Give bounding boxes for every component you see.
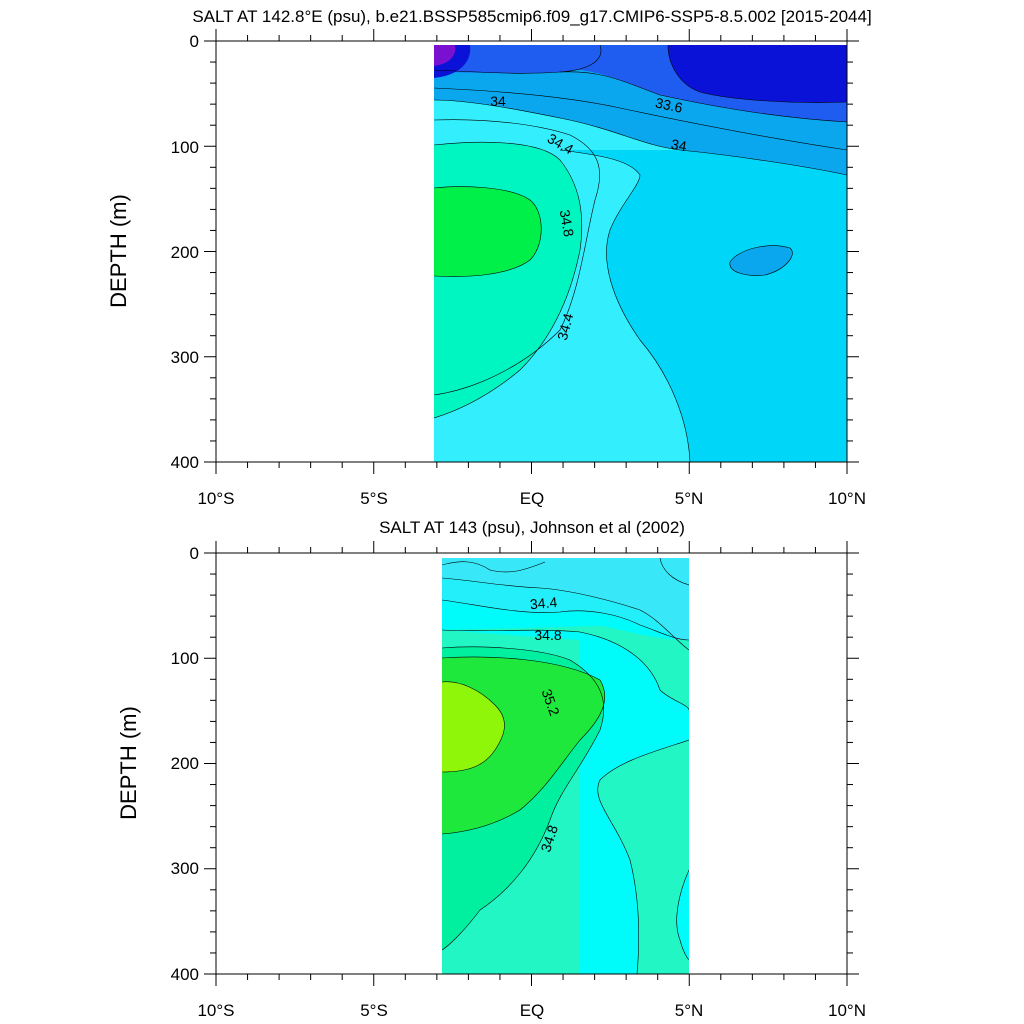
x-tick-label: 10°N — [828, 489, 866, 508]
panel-bottom-y-tick-labels: 0 100 200 300 400 — [171, 544, 199, 984]
x-tick-label: EQ — [520, 1001, 545, 1020]
panel-bottom-title: SALT AT 143 (psu), Johnson et al (2002) — [379, 518, 685, 537]
panel-bottom-minor-ticks — [204, 541, 859, 986]
y-tick-label: 400 — [171, 965, 199, 984]
panel-bottom-x-tick-labels: 10°S 5°S EQ 5°N 10°N — [197, 1001, 866, 1020]
band-32-8-south-core — [434, 45, 456, 66]
panel-top-ylabel: DEPTH (m) — [106, 194, 131, 308]
band-34-8-core — [434, 186, 542, 277]
panel-bottom-contour-lines — [442, 558, 689, 974]
y-tick-label: 100 — [171, 649, 199, 668]
contour-label: 34.4 — [529, 594, 558, 612]
band-34-8-thermocline-region — [442, 626, 689, 974]
band-35-4-core — [442, 681, 505, 772]
band-34-2-north-region — [560, 150, 847, 462]
contour-label: 33.6 — [654, 94, 684, 115]
contour-label: 34.8 — [557, 208, 578, 238]
x-tick-label: 5°N — [675, 489, 704, 508]
panel-top: SALT AT 142.8°E (psu), b.e21.BSSP585cmip… — [106, 7, 872, 508]
contour-label: 34.8 — [534, 627, 561, 643]
y-tick-label: 0 — [190, 32, 199, 51]
x-tick-label: 10°S — [197, 1001, 234, 1020]
contour-label: 34.4 — [554, 311, 577, 342]
band-34-6-patch — [676, 870, 689, 960]
panel-top-y-tick-labels: 0 100 200 300 400 — [171, 32, 199, 472]
x-tick-label: 10°N — [828, 1001, 866, 1020]
panel-bottom-contour-fill — [442, 558, 689, 974]
x-tick-label: EQ — [520, 489, 545, 508]
panel-top-minor-ticks — [204, 29, 859, 474]
panel-bottom: SALT AT 143 (psu), Johnson et al (2002) — [116, 518, 866, 1020]
x-tick-label: 10°S — [197, 489, 234, 508]
panel-bottom-ylabel: DEPTH (m) — [116, 706, 141, 820]
y-tick-label: 200 — [171, 754, 199, 773]
panel-top-contour-lines — [434, 45, 847, 462]
y-tick-label: 400 — [171, 453, 199, 472]
band-34-0-patch — [729, 245, 793, 276]
contour-label: 34 — [490, 93, 506, 109]
contour-label: 34 — [670, 136, 688, 154]
panel-top-title: SALT AT 142.8°E (psu), b.e21.BSSP585cmip… — [192, 7, 871, 26]
y-tick-label: 0 — [190, 544, 199, 563]
x-tick-label: 5°N — [675, 1001, 704, 1020]
band-33-8-surface-region — [434, 45, 601, 74]
x-tick-label: 5°S — [360, 1001, 388, 1020]
panel-top-x-tick-labels: 10°S 5°S EQ 5°N 10°N — [197, 489, 866, 508]
y-tick-label: 100 — [171, 138, 199, 157]
y-tick-label: 300 — [171, 348, 199, 367]
x-tick-label: 5°S — [360, 489, 388, 508]
y-tick-label: 300 — [171, 859, 199, 878]
panel-top-contour-fill — [434, 45, 847, 462]
band-33-4-north-core — [668, 45, 847, 103]
y-tick-label: 200 — [171, 243, 199, 262]
